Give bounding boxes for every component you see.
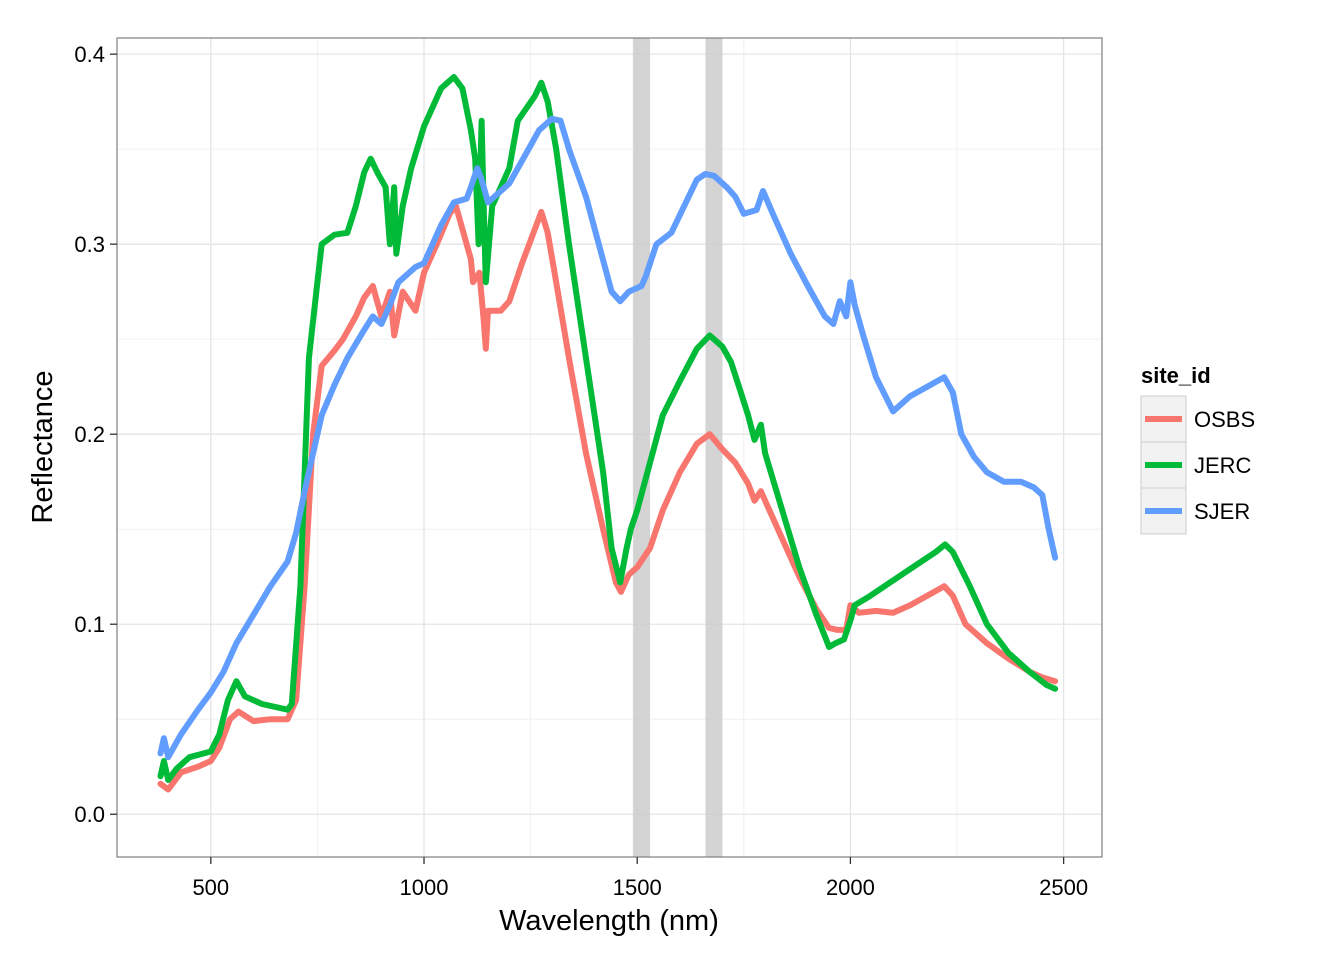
y-axis: 0.0 0.1 0.2 0.3 0.4: [74, 42, 117, 827]
x-tick-label: 2000: [826, 875, 875, 900]
y-tick-label: 0.2: [74, 422, 105, 447]
x-tick-label: 1000: [400, 875, 449, 900]
x-axis-title: Wavelength (nm): [499, 905, 719, 937]
y-tick-label: 0.4: [74, 42, 105, 67]
x-tick-label: 500: [192, 875, 229, 900]
series-line-osbs: [157, 203, 1059, 793]
plot-background: [117, 38, 1102, 857]
x-tick-label: 1500: [613, 875, 662, 900]
shaded-band-1: [632, 38, 651, 857]
legend-label-sjer: SJER: [1194, 499, 1250, 524]
y-tick-label: 0.3: [74, 232, 105, 257]
shaded-bands: [632, 38, 723, 857]
x-axis: 500 1000 1500 2000 2500: [192, 857, 1088, 900]
y-tick-label: 0.0: [74, 802, 105, 827]
legend: site_id OSBS JERC SJER: [1140, 363, 1255, 535]
legend-title: site_id: [1141, 363, 1211, 388]
y-axis-title: Reflectance: [27, 370, 59, 523]
shaded-band-2: [705, 38, 723, 857]
y-tick-label: 0.1: [74, 612, 105, 637]
x-tick-label: 2500: [1039, 875, 1088, 900]
series-line-sjer: [157, 115, 1059, 761]
legend-label-osbs: OSBS: [1194, 407, 1255, 432]
series-line-jerc: [157, 74, 1059, 783]
legend-label-jerc: JERC: [1194, 453, 1252, 478]
plot-border: [116, 37, 1103, 858]
series-lines: [157, 74, 1059, 793]
